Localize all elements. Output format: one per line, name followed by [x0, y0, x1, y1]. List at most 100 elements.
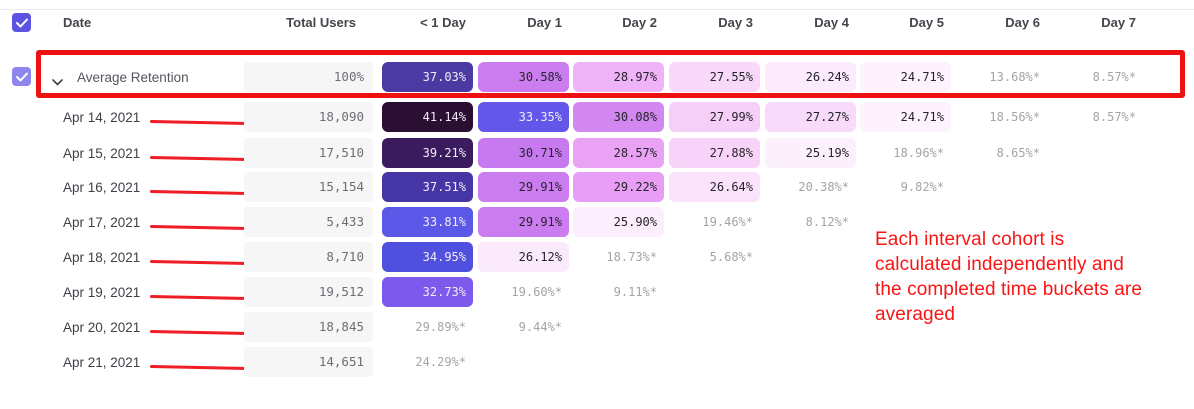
retention-cell[interactable]: 32.73%	[382, 277, 473, 307]
retention-cell[interactable]: 27.88%	[669, 138, 760, 168]
retention-cell[interactable]: 24.71%	[860, 102, 951, 132]
chevron-down-icon[interactable]	[52, 73, 63, 86]
retention-cell: 5.68%*	[709, 250, 753, 264]
check-icon	[15, 18, 28, 27]
retention-cell[interactable]: 28.57%	[573, 138, 664, 168]
retention-cell: 8.12%*	[805, 215, 849, 229]
arrow-line	[149, 365, 255, 370]
retention-cell[interactable]: 30.71%	[478, 138, 569, 168]
date-label: Apr 21, 2021	[63, 355, 141, 370]
table-row[interactable]: Apr 21, 2021 14,651 24.29%*	[0, 347, 1194, 377]
column-header-day-6: Day 6	[1005, 15, 1040, 30]
column-header-total-users: Total Users	[286, 15, 356, 30]
arrow-line	[149, 260, 255, 265]
retention-cell[interactable]: 29.91%	[478, 207, 569, 237]
annotation-text: Each interval cohort is calculated indepe…	[875, 227, 1142, 327]
retention-cell[interactable]: 33.81%	[382, 207, 473, 237]
table-row[interactable]: Apr 18, 2021 8,710 34.95% 26.12% 18.73%* 5.68…	[0, 242, 1194, 272]
column-header-date: Date	[63, 15, 92, 30]
arrow-line	[149, 330, 255, 335]
retention-cell[interactable]: 26.12%	[478, 242, 569, 272]
check-icon	[15, 72, 28, 81]
date-label: Apr 15, 2021	[63, 146, 141, 161]
retention-cell: 9.82%*	[900, 180, 944, 194]
retention-cell[interactable]: 25.90%	[573, 207, 664, 237]
column-header-day-4: Day 4	[814, 15, 849, 30]
date-label: Apr 14, 2021	[63, 110, 141, 125]
table-row[interactable]: Apr 19, 2021 19,512 32.73% 19.60%* 9.11%*	[0, 277, 1194, 307]
total-users-cell: 18,090	[244, 102, 373, 132]
total-users-cell: 5,433	[244, 207, 373, 237]
column-header-lt-1-day: < 1 Day	[420, 15, 466, 30]
arrow-line	[149, 295, 255, 300]
column-header-day-7: Day 7	[1101, 15, 1136, 30]
total-users-cell: 15,154	[244, 172, 373, 202]
retention-cell[interactable]: 39.21%	[382, 138, 473, 168]
arrow-line	[149, 156, 255, 161]
retention-cell[interactable]: 37.03%	[382, 62, 473, 92]
annotation-line: averaged	[875, 304, 956, 325]
table-row[interactable]: Apr 16, 2021 15,154 37.51% 29.91% 29.22% 26.6…	[0, 172, 1194, 202]
retention-cell[interactable]: 30.08%	[573, 102, 664, 132]
column-header-day-1: Day 1	[527, 15, 562, 30]
retention-cell: 18.56%*	[989, 110, 1040, 124]
total-users-cell: 18,845	[244, 312, 373, 342]
retention-cell: 9.44%*	[518, 320, 562, 334]
retention-cell: 8.57%*	[1092, 70, 1136, 84]
table-row[interactable]: Apr 17, 2021 5,433 33.81% 29.91% 25.90% 19.46…	[0, 207, 1194, 237]
column-header-day-5: Day 5	[909, 15, 944, 30]
row-checkbox[interactable]	[12, 67, 31, 86]
retention-cell: 18.73%*	[606, 250, 657, 264]
retention-cell: 8.57%*	[1092, 110, 1136, 124]
retention-cell[interactable]: 30.58%	[478, 62, 569, 92]
annotation-line: calculated independently and	[875, 254, 1124, 275]
total-users-cell: 100%	[244, 62, 373, 92]
retention-cell[interactable]: 27.99%	[669, 102, 760, 132]
total-users-cell: 8,710	[244, 242, 373, 272]
retention-cell: 24.29%*	[415, 355, 466, 369]
retention-cell[interactable]: 25.19%	[765, 138, 856, 168]
column-header-day-2: Day 2	[622, 15, 657, 30]
table-row[interactable]: Average Retention 100% 37.03% 30.58% 28.97% 2…	[0, 62, 1194, 92]
date-label: Apr 17, 2021	[63, 215, 141, 230]
retention-cell: 18.96%*	[893, 146, 944, 160]
retention-cell: 19.60%*	[511, 285, 562, 299]
retention-cell[interactable]: 27.55%	[669, 62, 760, 92]
arrow-line	[149, 120, 255, 125]
top-divider	[0, 9, 1194, 10]
annotation-line: Each interval cohort is	[875, 229, 1065, 250]
retention-cell: 8.65%*	[996, 146, 1040, 160]
date-label: Apr 16, 2021	[63, 180, 141, 195]
retention-cell: 29.89%*	[415, 320, 466, 334]
retention-cell: 9.11%*	[613, 285, 657, 299]
retention-cell[interactable]: 33.35%	[478, 102, 569, 132]
retention-cell[interactable]: 24.71%	[860, 62, 951, 92]
retention-cell[interactable]: 41.14%	[382, 102, 473, 132]
arrow-line	[149, 225, 255, 230]
retention-cell[interactable]: 34.95%	[382, 242, 473, 272]
column-header-day-3: Day 3	[718, 15, 753, 30]
retention-cell[interactable]: 26.64%	[669, 172, 760, 202]
retention-cell[interactable]: 28.97%	[573, 62, 664, 92]
retention-cell[interactable]: 27.27%	[765, 102, 856, 132]
retention-cell[interactable]: 37.51%	[382, 172, 473, 202]
arrow-line	[149, 190, 255, 195]
row-label: Average Retention	[77, 70, 189, 85]
date-label: Apr 18, 2021	[63, 250, 141, 265]
select-all-checkbox[interactable]	[12, 13, 31, 32]
retention-cell: 13.68%*	[989, 70, 1040, 84]
retention-cell: 19.46%*	[702, 215, 753, 229]
date-label: Apr 20, 2021	[63, 320, 141, 335]
table-row[interactable]: Apr 20, 2021 18,845 29.89%* 9.44%*	[0, 312, 1194, 342]
date-label: Apr 19, 2021	[63, 285, 141, 300]
table-row[interactable]: Apr 14, 2021 18,090 41.14% 33.35% 30.08% 27.9…	[0, 102, 1194, 132]
retention-cell[interactable]: 29.22%	[573, 172, 664, 202]
table-row[interactable]: Apr 15, 2021 17,510 39.21% 30.71% 28.57% 27.8…	[0, 138, 1194, 168]
retention-cell: 20.38%*	[798, 180, 849, 194]
retention-cell[interactable]: 26.24%	[765, 62, 856, 92]
total-users-cell: 19,512	[244, 277, 373, 307]
retention-cell[interactable]: 29.91%	[478, 172, 569, 202]
total-users-cell: 17,510	[244, 138, 373, 168]
total-users-cell: 14,651	[244, 347, 373, 377]
